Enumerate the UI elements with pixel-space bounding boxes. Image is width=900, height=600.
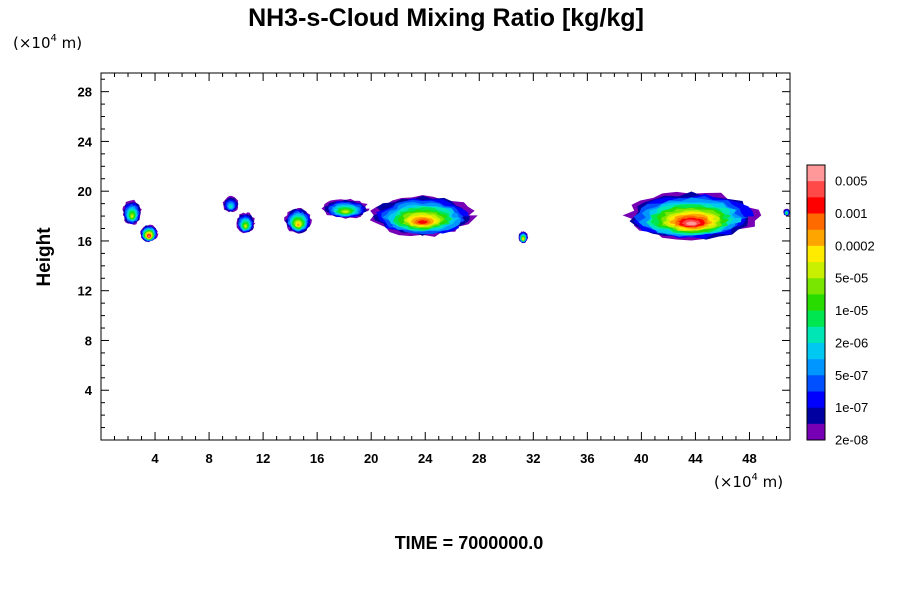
y-tick-label: 20 [78, 184, 92, 199]
y-tick-label: 8 [85, 333, 92, 348]
colorbar-swatch [807, 278, 825, 295]
colorbar-swatch [807, 423, 825, 441]
colorbar-swatch [807, 245, 825, 263]
y-axis-unit: (×104 m) [13, 33, 82, 52]
colorbar-swatch [807, 213, 825, 231]
colorbar-swatch [807, 181, 825, 198]
colorbar-label: 2e-08 [835, 433, 868, 448]
colorbar-swatch [807, 310, 825, 328]
colorbar-label: 1e-07 [835, 400, 868, 415]
cloud-contour [685, 221, 698, 226]
colorbar-swatch [807, 326, 825, 344]
colorbar-label: 5e-05 [835, 271, 868, 286]
cloud-contour [244, 224, 247, 228]
y-axis: 4 8 12 16 20 24 28 [78, 78, 790, 429]
cloud-contour [130, 214, 134, 218]
x-tick-label: 16 [310, 451, 324, 466]
x-tick-label: 20 [364, 451, 378, 466]
cloud-contour [229, 205, 233, 209]
plot-frame [100, 72, 791, 441]
colorbar-label: 1e-05 [835, 303, 868, 318]
colorbar-swatch [807, 262, 825, 279]
y-tick-label: 24 [78, 134, 93, 149]
y-tick-label: 4 [85, 383, 93, 398]
y-tick-label: 12 [78, 284, 92, 299]
colorbar-swatch [807, 391, 825, 409]
colorbar-swatch [807, 359, 825, 376]
colorbar-label: 5e-07 [835, 368, 868, 383]
colorbar-swatch [807, 294, 825, 312]
x-tick-label: 44 [688, 451, 703, 466]
colorbar-frame [806, 164, 826, 441]
cloud-contour [522, 238, 524, 240]
x-tick-label: 28 [472, 451, 486, 466]
x-tick-label: 36 [580, 451, 594, 466]
x-tick-label: 48 [742, 451, 756, 466]
colorbar-label: 0.005 [835, 174, 868, 189]
x-axis: 4 8 12 16 20 24 28 32 36 40 44 48 [114, 73, 777, 466]
x-tick-label: 32 [526, 451, 540, 466]
time-label: TIME = 7000000.0 [395, 533, 544, 553]
cloud-field [122, 191, 790, 244]
chart-title: NH3-s-Cloud Mixing Ratio [kg/kg] [248, 4, 644, 32]
colorbar-label: 0.0002 [835, 238, 875, 253]
y-tick-label: 28 [78, 85, 92, 100]
x-tick-label: 4 [151, 451, 159, 466]
cloud-contour [148, 235, 150, 237]
x-tick-label: 24 [418, 451, 433, 466]
colorbar-swatch [807, 407, 825, 425]
cloud-contour [342, 210, 349, 213]
x-tick-label: 12 [256, 451, 270, 466]
x-axis-unit: (×104 m) [714, 472, 783, 491]
colorbar-swatch [807, 342, 825, 360]
colorbar-label: 2e-06 [835, 335, 868, 350]
x-tick-label: 40 [634, 451, 648, 466]
x-tick-label: 8 [205, 451, 212, 466]
colorbar-swatch [807, 197, 825, 215]
cloud-contour [786, 212, 788, 215]
colorbar-label: 0.001 [835, 206, 868, 221]
cloud-contour [296, 223, 300, 227]
colorbar: 0.005 0.001 0.0002 5e-05 1e-05 2e-06 5e-07 1e-0… [806, 164, 875, 448]
colorbar-swatch [807, 229, 825, 247]
y-axis-label: Height [34, 227, 55, 287]
y-tick-label: 16 [78, 234, 92, 249]
colorbar-swatch [807, 165, 825, 182]
cloud-contour [417, 220, 428, 224]
colorbar-swatch [807, 375, 825, 392]
